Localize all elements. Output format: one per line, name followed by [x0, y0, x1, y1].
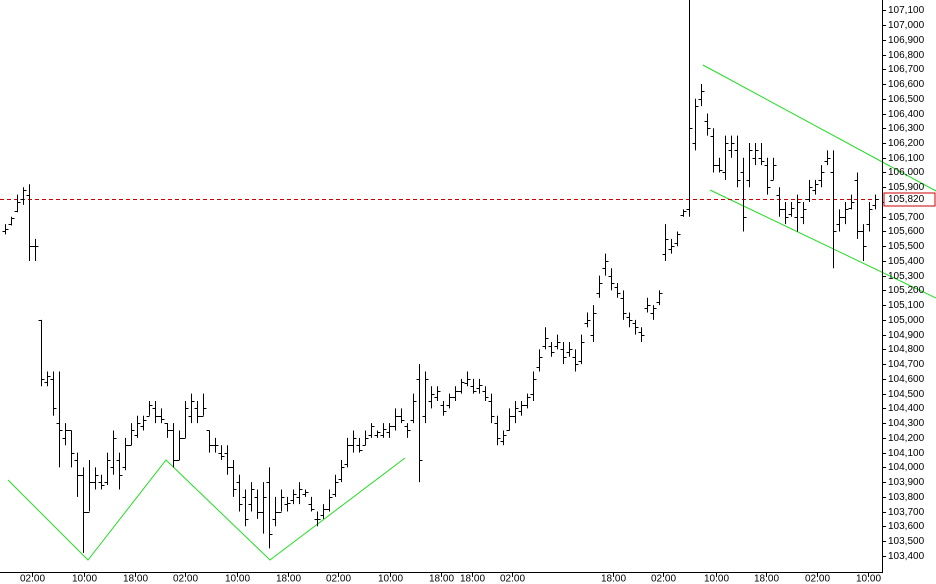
y-tick-label: 106,200 — [888, 138, 925, 149]
bars — [2, 0, 879, 553]
x-tick-label: 10:00 — [225, 574, 250, 584]
y-tick-label: 103,500 — [888, 536, 925, 547]
y-tick-label: 106,900 — [888, 35, 925, 46]
y-tick-label: 103,700 — [888, 507, 925, 518]
y-tick-label: 104,200 — [888, 433, 925, 444]
y-tick-label: 106,300 — [888, 123, 925, 134]
x-tick-label: 10:00 — [856, 574, 881, 584]
y-tick-label: 103,900 — [888, 477, 925, 488]
y-tick-label: 104,500 — [888, 389, 925, 400]
reference-label: 105,820 — [888, 194, 925, 205]
y-tick-label: 105,100 — [888, 300, 925, 311]
y-tick-label: 103,400 — [888, 551, 925, 562]
y-tick-label: 107,100 — [888, 5, 925, 16]
y-tick-label: 105,600 — [888, 226, 925, 237]
y-tick-label: 105,700 — [888, 212, 925, 223]
x-tick-label: 18:00 — [276, 574, 301, 584]
x-tick-label: 02:00 — [326, 574, 351, 584]
y-tick-label: 106,400 — [888, 109, 925, 120]
y-tick-label: 103,600 — [888, 521, 925, 532]
x-tick-label: 02:00 — [20, 574, 45, 584]
y-tick-label: 106,000 — [888, 167, 925, 178]
x-tick-label: 10:00 — [72, 574, 97, 584]
y-tick-label: 106,500 — [888, 94, 925, 105]
y-tick-label: 104,100 — [888, 448, 925, 459]
x-tick-label: 18:00 — [460, 574, 485, 584]
y-tick-label: 104,800 — [888, 344, 925, 355]
x-tick-label: 02:00 — [805, 574, 830, 584]
reference-label-box — [883, 192, 936, 207]
x-tick-label: 10:00 — [704, 574, 729, 584]
y-tick-label: 104,700 — [888, 359, 925, 370]
x-tick-label: 02:00 — [500, 574, 525, 584]
y-tick-label: 106,600 — [888, 79, 925, 90]
x-tick-label: 18:00 — [429, 574, 454, 584]
y-tick-label: 106,700 — [888, 64, 925, 75]
y-tick-label: 104,900 — [888, 330, 925, 341]
y-tick-label: 106,800 — [888, 50, 925, 61]
y-tick-label: 104,000 — [888, 462, 925, 473]
y-tick-label: 104,300 — [888, 418, 925, 429]
channel-lower — [709, 189, 936, 299]
y-tick-label: 104,400 — [888, 403, 925, 414]
y-tick-label: 104,600 — [888, 374, 925, 385]
y-tick-label: 105,400 — [888, 256, 925, 267]
zigzag-trendline — [7, 457, 406, 561]
y-tick-label: 105,200 — [888, 285, 925, 296]
x-tick-label: 02:00 — [651, 574, 676, 584]
x-tick-label: 18:00 — [601, 574, 626, 584]
trendlines — [7, 64, 936, 561]
x-tick-label: 18:00 — [754, 574, 779, 584]
x-tick-label: 02:00 — [173, 574, 198, 584]
y-tick-label: 106,100 — [888, 153, 925, 164]
x-tick-label: 18:00 — [123, 574, 148, 584]
y-tick-label: 105,500 — [888, 241, 925, 252]
y-tick-label: 105,000 — [888, 315, 925, 326]
y-tick-label: 105,300 — [888, 271, 925, 282]
y-tick-label: 107,000 — [888, 20, 925, 31]
channel-upper — [702, 64, 936, 192]
y-tick-label: 105,900 — [888, 182, 925, 193]
y-tick-label: 103,800 — [888, 492, 925, 503]
x-tick-label: 10:00 — [378, 574, 403, 584]
